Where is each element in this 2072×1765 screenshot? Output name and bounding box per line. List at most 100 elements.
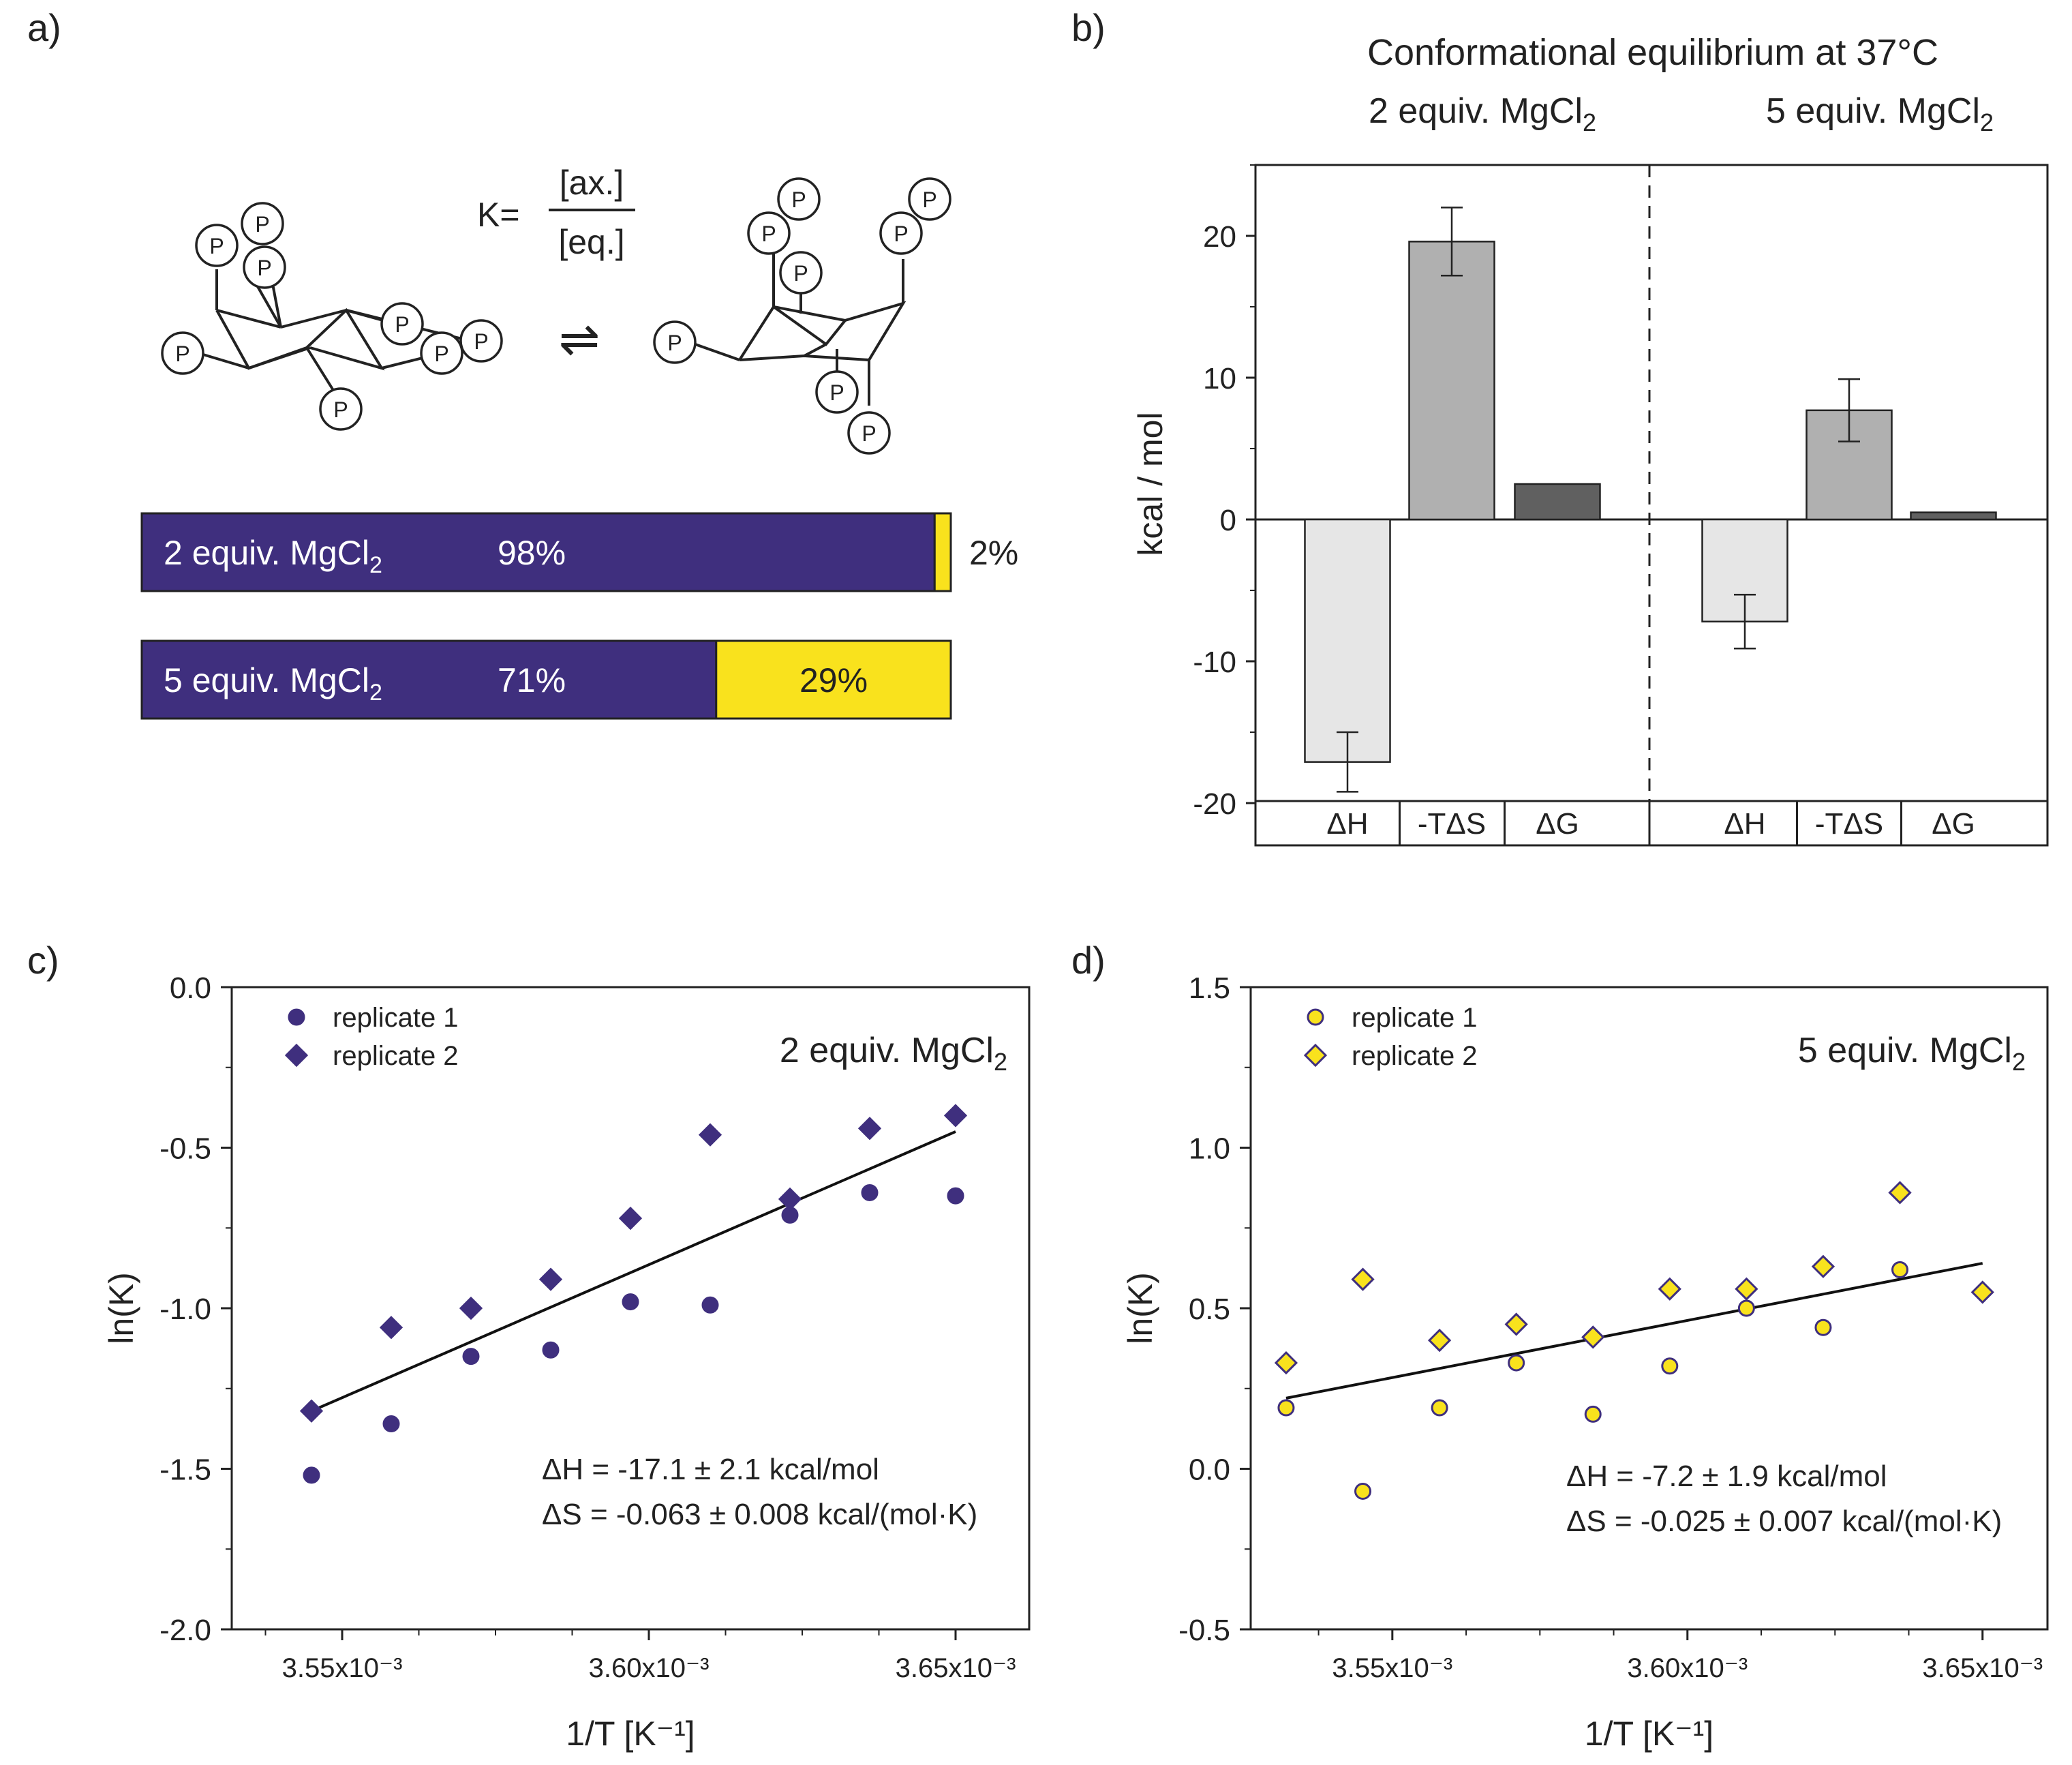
data-point-replicate-2 xyxy=(299,1399,324,1423)
data-point-replicate-1 xyxy=(382,1415,400,1433)
plot-frame xyxy=(1254,164,2049,847)
fit-annotation: ΔH = -17.1 ± 2.1 kcal/mol xyxy=(542,1453,879,1486)
group-title-sub: 2 xyxy=(1980,108,1994,136)
phosphate-icon: P xyxy=(747,211,791,255)
bar-ax-segment xyxy=(933,512,952,592)
y-tick-label: -1.5 xyxy=(159,1453,211,1487)
legend-label: replicate 2 xyxy=(1352,1041,1478,1071)
data-point-replicate-1 xyxy=(1661,1357,1679,1375)
phosphate-icon: P xyxy=(879,211,923,255)
bar-eq-segment xyxy=(140,639,718,720)
x-tick-label: 3.60x10⁻³ xyxy=(589,1653,710,1683)
data-point-replicate-2 xyxy=(1811,1254,1835,1278)
data-point-replicate-2 xyxy=(1735,1277,1758,1301)
data-point-replicate-2 xyxy=(618,1206,643,1231)
plot-annotation-title: 5 equiv. MgCl2 xyxy=(1798,1031,2026,1076)
legend-label: replicate 2 xyxy=(333,1041,459,1071)
data-point-replicate-1 xyxy=(1431,1399,1448,1417)
fit-line xyxy=(311,1130,956,1413)
y-tick-label: 10 xyxy=(1203,362,1236,395)
phosphate-icon: P xyxy=(847,411,891,455)
phosphate-icon-label: P xyxy=(255,212,269,237)
k-expression: K= [ax.] [eq.] xyxy=(477,164,635,261)
data-point-replicate-1 xyxy=(1508,1354,1525,1372)
data-point-replicate-1 xyxy=(1584,1405,1602,1423)
bar xyxy=(1514,483,1601,521)
panel-a-label: a) xyxy=(27,6,61,49)
k-numerator: [ax.] xyxy=(560,164,624,202)
group-title-text: 5 equiv. MgCl xyxy=(1766,91,1980,131)
chart-b-title: Conformational equilibrium at 37°C xyxy=(1367,32,1938,73)
category-label: ΔG xyxy=(1932,807,1975,841)
y-tick-label: 1.0 xyxy=(1189,1132,1230,1166)
legend-label: replicate 1 xyxy=(333,1003,459,1033)
chair-equatorial xyxy=(202,265,471,404)
x-tick-label: 3.65x10⁻³ xyxy=(1922,1653,2043,1683)
data-point-replicate-1 xyxy=(1277,1399,1295,1417)
phosphate-icon: P xyxy=(241,202,284,245)
equilibrium-arrow: ⇌ xyxy=(559,312,600,367)
panel-b-label: b) xyxy=(1071,6,1106,49)
y-axis-label: kcal / mol xyxy=(1131,412,1170,556)
phosphate-icon-label: P xyxy=(333,397,348,422)
data-point-replicate-2 xyxy=(1504,1312,1528,1336)
phosphate-icon-label: P xyxy=(434,342,448,366)
phosphate-icon: P xyxy=(319,387,363,431)
data-point-replicate-2 xyxy=(1427,1328,1452,1353)
fit-annotation: ΔS = -0.025 ± 0.007 kcal/(mol·K) xyxy=(1566,1505,2002,1538)
data-point-replicate-1 xyxy=(462,1348,480,1366)
y-tick-label: 0.0 xyxy=(170,971,211,1005)
bar-label-sub: 2 xyxy=(369,680,382,706)
x-axis-label: 1/T [K⁻¹] xyxy=(566,1715,695,1753)
x-tick-label: 3.65x10⁻³ xyxy=(896,1653,1016,1683)
panel-b: b) Conformational equilibrium at 37°C 2 … xyxy=(1071,6,2049,847)
data-point-replicate-1 xyxy=(1891,1261,1909,1278)
annotation-title-sub: 2 xyxy=(994,1048,1007,1076)
legend-marker xyxy=(1307,1008,1324,1026)
phosphate-icon: P xyxy=(243,245,286,289)
phosphate-icon-label: P xyxy=(894,222,908,246)
category-label: ΔG xyxy=(1536,807,1579,841)
panel-c: c) -2.0 -1.5 -1.0 -0.5 0.0 3.55x10⁻³ 3.60x10⁻³… xyxy=(27,939,1031,1753)
fit-annotation: ΔH = -7.2 ± 1.9 kcal/mol xyxy=(1566,1460,1887,1493)
population-bar-2-equiv: 2 equiv. MgCl2 98% 2% xyxy=(140,512,1018,592)
bar xyxy=(1910,511,1997,521)
data-point-replicate-1 xyxy=(1737,1299,1755,1317)
legend-marker xyxy=(288,1008,305,1026)
group-title-sub: 2 xyxy=(1583,108,1596,136)
phosphate-icon-label: P xyxy=(922,187,936,212)
x-axis-label: 1/T [K⁻¹] xyxy=(1585,1715,1713,1753)
data-point-replicate-2 xyxy=(1658,1277,1681,1301)
chart-b-group-title-2: 5 equiv. MgCl2 xyxy=(1766,91,1994,136)
chart-b-group-title-1: 2 equiv. MgCl2 xyxy=(1369,91,1596,136)
legend-marker xyxy=(284,1043,309,1068)
bar-eq-percent: 71% xyxy=(498,661,566,699)
x-tick-label: 3.55x10⁻³ xyxy=(282,1653,403,1683)
y-axis-label: ln(K) xyxy=(102,1272,140,1344)
bar-label-text: 2 equiv. MgCl xyxy=(164,534,369,572)
data-point-replicate-1 xyxy=(303,1466,320,1484)
panel-c-label: c) xyxy=(27,939,59,982)
bar-label: 2 equiv. MgCl2 xyxy=(164,534,382,578)
y-tick-label: 0 xyxy=(1220,504,1236,537)
population-bar-5-equiv: 5 equiv. MgCl2 71% 29% xyxy=(140,639,952,720)
bar-eq-segment xyxy=(140,512,936,592)
phosphate-icon: P xyxy=(777,177,821,221)
data-point-replicate-1 xyxy=(701,1296,719,1314)
x-tick-label: 3.55x10⁻³ xyxy=(1332,1653,1452,1683)
phosphate-icon: P xyxy=(815,370,859,414)
data-point-replicate-1 xyxy=(622,1293,639,1311)
phosphate-icon: P xyxy=(459,319,503,363)
chair-axial xyxy=(695,252,906,406)
phosphate-icon-label: P xyxy=(175,342,189,366)
phosphate-icon: P xyxy=(420,331,463,375)
phosphate-icon-label: P xyxy=(862,421,876,446)
data-point-replicate-2 xyxy=(943,1104,968,1128)
bar xyxy=(1304,518,1391,763)
y-tick-label: 20 xyxy=(1203,220,1236,254)
data-point-replicate-1 xyxy=(1814,1318,1832,1336)
data-point-replicate-1 xyxy=(947,1187,964,1205)
x-tick-label: 3.60x10⁻³ xyxy=(1627,1653,1748,1683)
annotation-title-text: 5 equiv. MgCl xyxy=(1798,1031,2012,1070)
